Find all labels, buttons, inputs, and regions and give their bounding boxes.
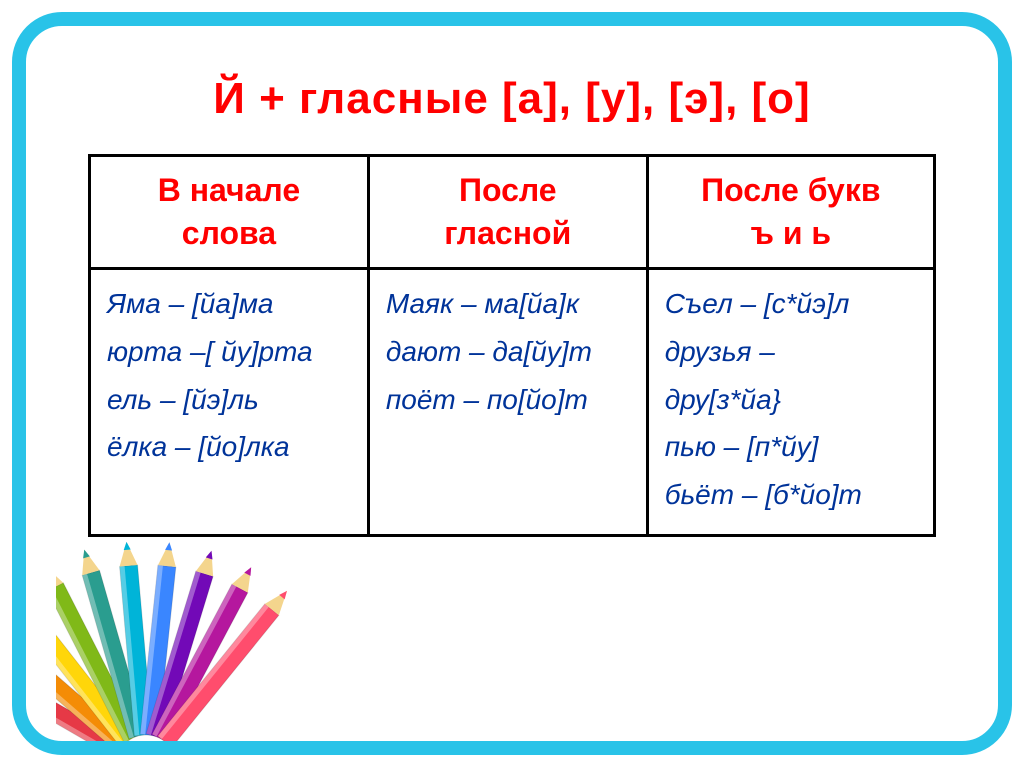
example-text: поёт – по[йо]т xyxy=(386,376,630,424)
example-text: дают – да[йу]т xyxy=(386,328,630,376)
example-text: Маяк – ма[йа]к xyxy=(386,280,630,328)
rules-table: В начале слова После гласной После букв … xyxy=(88,154,936,537)
header-text: гласной xyxy=(378,212,638,255)
header-start-of-word: В начале слова xyxy=(90,156,369,269)
header-text: В начале xyxy=(99,169,359,212)
header-text: ъ и ь xyxy=(657,212,925,255)
cell-start-of-word: Яма – [йа]ма юрта –[ йу]рта ель – [йэ]ль… xyxy=(90,269,369,536)
example-text: бьёт – [б*йо]т xyxy=(665,471,917,519)
example-text: ель – [йэ]ль xyxy=(107,376,351,424)
example-text: юрта –[ йу]рта xyxy=(107,328,351,376)
header-text: слова xyxy=(99,212,359,255)
rules-table-wrap: В начале слова После гласной После букв … xyxy=(88,154,936,537)
example-text: Съел – [с*йэ]л xyxy=(665,280,917,328)
header-after-signs: После букв ъ и ь xyxy=(647,156,934,269)
pencils-icon xyxy=(56,535,396,755)
cell-after-vowel: Маяк – ма[йа]к дают – да[йу]т поёт – по[… xyxy=(368,269,647,536)
header-after-vowel: После гласной xyxy=(368,156,647,269)
example-text: друзья – xyxy=(665,328,917,376)
example-text: ёлка – [йо]лка xyxy=(107,423,351,471)
header-text: После букв xyxy=(657,169,925,212)
cell-after-signs: Съел – [с*йэ]л друзья – дру[з*йа} пью – … xyxy=(647,269,934,536)
example-text: пью – [п*йу] xyxy=(665,423,917,471)
example-text: Яма – [йа]ма xyxy=(107,280,351,328)
header-text: После xyxy=(378,169,638,212)
example-text: дру[з*йа} xyxy=(665,376,917,424)
slide-title: Й + гласные [а], [у], [э], [о] xyxy=(26,74,998,124)
slide-frame: Й + гласные [а], [у], [э], [о] В начале … xyxy=(12,12,1012,755)
